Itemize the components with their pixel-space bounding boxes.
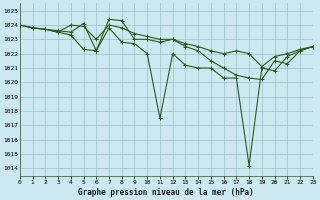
X-axis label: Graphe pression niveau de la mer (hPa): Graphe pression niveau de la mer (hPa) bbox=[78, 188, 254, 197]
